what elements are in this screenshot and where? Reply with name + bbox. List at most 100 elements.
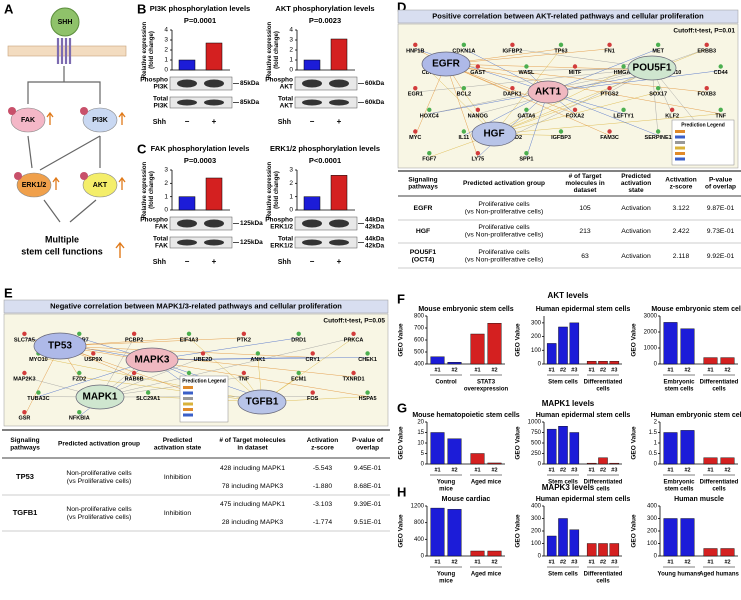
panel-letter: B <box>137 1 146 16</box>
phospho <box>80 172 88 180</box>
y-tick-label: 0.5 <box>649 451 658 457</box>
band <box>302 79 322 88</box>
table-header: P-value <box>709 177 733 184</box>
x-tick-label: − <box>310 257 315 266</box>
phospho <box>8 107 16 115</box>
gene-label: NANOG <box>468 113 488 119</box>
band <box>204 79 224 88</box>
x-tick-label: #3 <box>571 467 577 473</box>
y-tick-label: 1000 <box>644 346 658 352</box>
gene-label: UBE2D <box>194 357 213 363</box>
blot-label: Phospho <box>265 217 293 224</box>
section-title: AKT levels <box>548 291 589 300</box>
gene-label: HSPA5 <box>359 396 377 402</box>
group-label: Differentiated <box>700 380 739 386</box>
gene-label: SLC7A5 <box>14 337 35 343</box>
gene-label: SOX17 <box>649 92 667 98</box>
table-cell: Non-proliferative cells <box>66 470 132 477</box>
bar <box>303 196 321 211</box>
bar <box>663 518 678 557</box>
bar <box>680 518 695 557</box>
gene-label: IGFBP2 <box>502 48 522 54</box>
chart-title: Human epidermal stem cells <box>536 496 631 503</box>
bar <box>546 343 557 365</box>
gene-label: TUBA3C <box>27 396 49 402</box>
bar <box>330 175 348 211</box>
up-arrow <box>118 111 126 125</box>
gene-node <box>77 331 82 336</box>
gene-node <box>669 107 675 113</box>
band <box>177 219 197 228</box>
kda-label: 42kDa <box>365 243 385 250</box>
x-tick-label: #2 <box>560 559 566 565</box>
y-axis-label: Relative expression <box>267 21 273 78</box>
table-header: z-score <box>670 184 693 191</box>
gene-node <box>572 64 578 69</box>
y-tick-label: 700 <box>414 326 425 332</box>
y-axis-label: GEO Value <box>631 426 638 460</box>
bar <box>558 326 568 365</box>
gene-node <box>572 107 578 113</box>
kda-label: 44kDa <box>365 217 385 224</box>
table-cell: Activation <box>621 228 651 235</box>
edge <box>493 113 721 135</box>
panel-letter: E <box>4 285 13 300</box>
gene-label: TNF <box>715 113 726 119</box>
protein <box>10 107 46 133</box>
gene-node <box>718 107 723 113</box>
chart-title: Human epidermal stem cells <box>536 306 631 313</box>
bar <box>598 457 608 465</box>
table-cell: 9.87E-01 <box>707 205 735 212</box>
bar <box>546 535 557 557</box>
blot <box>294 96 358 109</box>
x-tick-label: #3 <box>611 467 617 473</box>
chart-title: Mouse embryonic stem cells <box>418 306 513 313</box>
table-cell: -5.543 <box>313 465 332 472</box>
y-axis-label: (fold change) <box>274 31 280 69</box>
blot-label: Total <box>278 236 293 243</box>
group-label: cells <box>712 487 726 493</box>
y-tick-label: 1000 <box>528 420 542 426</box>
gene-label: DAPK1 <box>503 92 522 98</box>
gene-label: FAM3C <box>600 135 619 141</box>
x-tick-label: #1 <box>434 367 440 373</box>
legend-swatch <box>183 397 193 400</box>
edge <box>547 91 659 136</box>
blot-label: PI3K <box>154 84 169 91</box>
group-label: Stem cells <box>548 480 578 486</box>
legend-swatch <box>675 130 685 133</box>
gene-node <box>558 129 564 134</box>
group-label: mice <box>439 487 453 493</box>
table-cell: 9.73E-01 <box>707 228 735 235</box>
y-axis-label: (fold change) <box>149 171 155 209</box>
bar <box>586 361 597 365</box>
table-cell: TP53 <box>16 472 34 481</box>
gene-node <box>413 129 418 134</box>
table-cell: -1.774 <box>313 519 332 526</box>
cutoff: Cutoff:t-test, P=0.05 <box>323 318 385 325</box>
gene-node <box>413 42 418 48</box>
y-tick-label: 0 <box>654 462 658 468</box>
x-axis-label: Shh <box>278 119 291 126</box>
table-header: overlap <box>356 444 379 451</box>
gene-label: EIF4A3 <box>180 337 199 343</box>
gene-label: ECM1 <box>291 376 306 382</box>
gene-node <box>310 390 315 395</box>
gene-label: ANK1 <box>250 357 265 363</box>
x-tick-label: #1 <box>707 467 713 473</box>
y-tick-label: 500 <box>531 441 542 447</box>
y-tick-label: 3 <box>164 37 168 44</box>
group-label: Differentiated <box>700 480 739 486</box>
x-tick-label: #1 <box>549 467 555 473</box>
gene-node <box>655 85 661 91</box>
edge <box>59 345 204 397</box>
hub-label: MAPK1 <box>82 392 117 403</box>
bar <box>178 196 196 211</box>
group-label: stem cells <box>664 487 694 493</box>
table-cell: 28 including MAPK3 <box>222 519 283 526</box>
gene-node <box>475 107 481 113</box>
section-title: MAPK1 levels <box>542 399 595 408</box>
x-tick-label: #2 <box>560 467 566 473</box>
protein-label: ERK1/2 <box>22 182 47 189</box>
hub-label: TP53 <box>48 341 72 352</box>
